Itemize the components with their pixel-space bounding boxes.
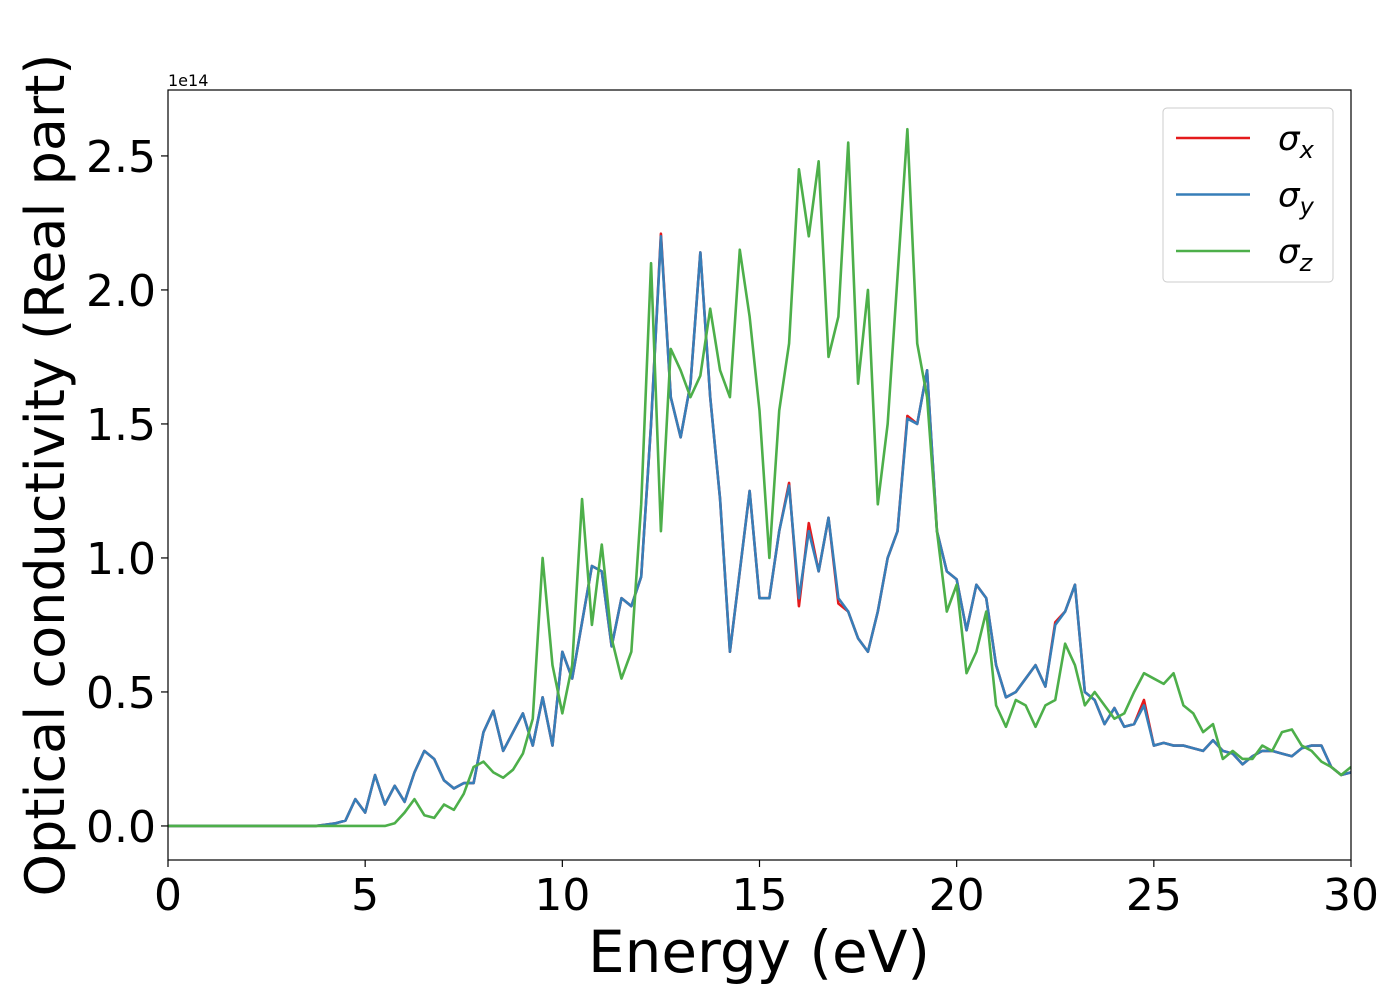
x-tick-label: 30 (1323, 870, 1379, 921)
series-line (168, 235, 1351, 828)
y-tick-label: 0.5 (86, 668, 156, 719)
legend-label: σy (1278, 176, 1315, 221)
x-tick-label: 10 (534, 870, 590, 921)
y-offset-label: 1e14 (168, 71, 208, 90)
plot-lines (168, 127, 1351, 828)
y-axis-label: Optical conductivity (Real part) (14, 54, 77, 897)
y-tick-label: 0.0 (86, 802, 156, 853)
series-line (168, 127, 1351, 828)
y-tick-label: 2.5 (86, 132, 156, 183)
series-line (168, 232, 1351, 828)
y-tick-label: 1.0 (86, 534, 156, 585)
x-tick-label: 0 (154, 870, 182, 921)
x-tick-label: 15 (732, 870, 788, 921)
x-tick-label: 5 (351, 870, 379, 921)
y-tick-label: 2.0 (86, 266, 156, 317)
x-axis-label: Energy (eV) (588, 918, 930, 986)
y-tick-label: 1.5 (86, 400, 156, 451)
x-tick-label: 25 (1126, 870, 1182, 921)
x-tick-label: 20 (929, 870, 985, 921)
legend-label: σx (1278, 119, 1315, 164)
legend-label: σz (1278, 232, 1314, 277)
